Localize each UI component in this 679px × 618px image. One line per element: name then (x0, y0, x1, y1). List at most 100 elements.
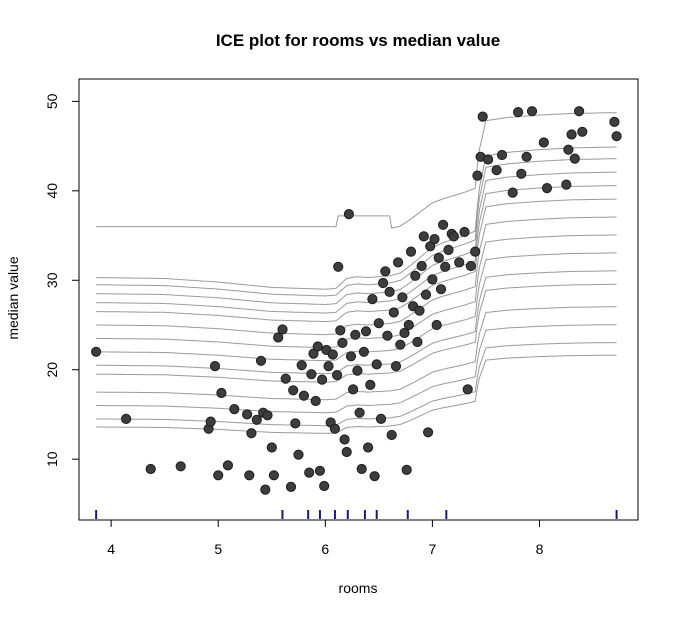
observation-point (416, 260, 427, 272)
observation-point (341, 446, 352, 458)
observation-point (423, 427, 434, 438)
observation-point (472, 170, 483, 181)
observation-point (288, 385, 299, 396)
observation-point (443, 244, 454, 255)
observation-point (350, 329, 361, 340)
observation-point (145, 463, 156, 475)
observation-point (317, 374, 328, 385)
observation-point (339, 434, 350, 445)
observation-point (273, 332, 284, 343)
observation-point (427, 274, 438, 285)
observation-point (280, 373, 291, 384)
y-tick-label: 50 (44, 93, 60, 109)
observation-point (541, 183, 553, 194)
observation-point (354, 407, 365, 418)
observation-point (384, 286, 395, 297)
observation-point (329, 423, 340, 434)
observation-point (345, 351, 357, 362)
observation-point (175, 461, 186, 472)
observation-point (526, 106, 538, 117)
observation-point (470, 246, 481, 257)
observation-point (569, 153, 580, 164)
observation-point (293, 449, 304, 460)
observation-point (209, 361, 221, 372)
observation-point (420, 289, 432, 300)
observation-point (310, 395, 321, 407)
observation-point (414, 305, 425, 316)
y-tick-label: 10 (44, 451, 60, 467)
x-tick-label: 7 (428, 541, 436, 557)
observation-point (477, 111, 488, 122)
observation-point (337, 337, 348, 348)
observation-point (363, 442, 374, 453)
observation-point (216, 387, 227, 399)
observation-point (343, 209, 354, 220)
observation-point (229, 404, 240, 415)
observation-point (574, 106, 585, 117)
observation-point (403, 319, 414, 331)
x-tick-label: 4 (107, 541, 115, 557)
y-axis-label: median value (5, 256, 21, 339)
observation-point (319, 480, 330, 492)
observation-point (378, 277, 389, 289)
x-tick-label: 8 (536, 541, 544, 557)
ice-curves (96, 112, 617, 434)
observation-point (429, 234, 440, 245)
observation-point (246, 428, 257, 439)
observation-point (561, 179, 572, 190)
observation-point (538, 137, 549, 148)
y-tick-label: 40 (44, 183, 60, 199)
observation-point (507, 187, 518, 198)
observation-point (418, 231, 429, 242)
observation-point (312, 341, 323, 352)
chart-title: ICE plot for rooms vs median value (216, 31, 500, 50)
observation-point (205, 416, 216, 427)
observation-point (431, 319, 442, 331)
observation-point (496, 149, 508, 161)
observation-point (260, 484, 271, 495)
observation-point (327, 349, 338, 360)
observation-point (435, 284, 447, 295)
observation-point (290, 418, 301, 429)
observation-point (412, 336, 423, 348)
observation-point (358, 346, 369, 357)
observation-point (277, 324, 288, 335)
ice-curve (96, 324, 617, 414)
y-axis: 10 20 30 40 50 (44, 93, 80, 467)
x-tick-label: 6 (321, 541, 329, 557)
ice-curve (96, 198, 617, 323)
observation-point (244, 470, 255, 481)
observation-point (401, 464, 412, 475)
observation-point (296, 360, 307, 371)
observation-point (393, 257, 404, 268)
observation-point (314, 465, 325, 476)
x-axis: 4 5 6 7 8 (107, 519, 544, 557)
observation-point (360, 326, 372, 337)
observation-point (566, 129, 577, 140)
observation-point (371, 359, 382, 370)
rug-marks (95, 510, 618, 519)
observation-point (465, 260, 476, 272)
observation-point (459, 226, 470, 238)
observation-point (213, 470, 224, 481)
observation-point (388, 307, 399, 318)
observation-point (513, 107, 524, 118)
x-tick-label: 5 (214, 541, 222, 557)
observation-point (375, 413, 387, 424)
x-axis-label: rooms (339, 580, 378, 596)
observation-point (306, 369, 317, 380)
observation-point (397, 292, 408, 303)
observation-point (390, 361, 402, 372)
observation-point (410, 270, 421, 281)
observation-point (266, 442, 277, 453)
observation-point (242, 409, 253, 420)
observation-point (433, 252, 444, 263)
observation-point (323, 361, 334, 372)
observation-point (438, 219, 449, 230)
observation-point (298, 390, 309, 401)
observation-point (577, 126, 588, 137)
ice-curve (96, 354, 617, 434)
observation-point (304, 467, 315, 478)
observation-point (332, 370, 343, 381)
observation-point (380, 266, 391, 277)
